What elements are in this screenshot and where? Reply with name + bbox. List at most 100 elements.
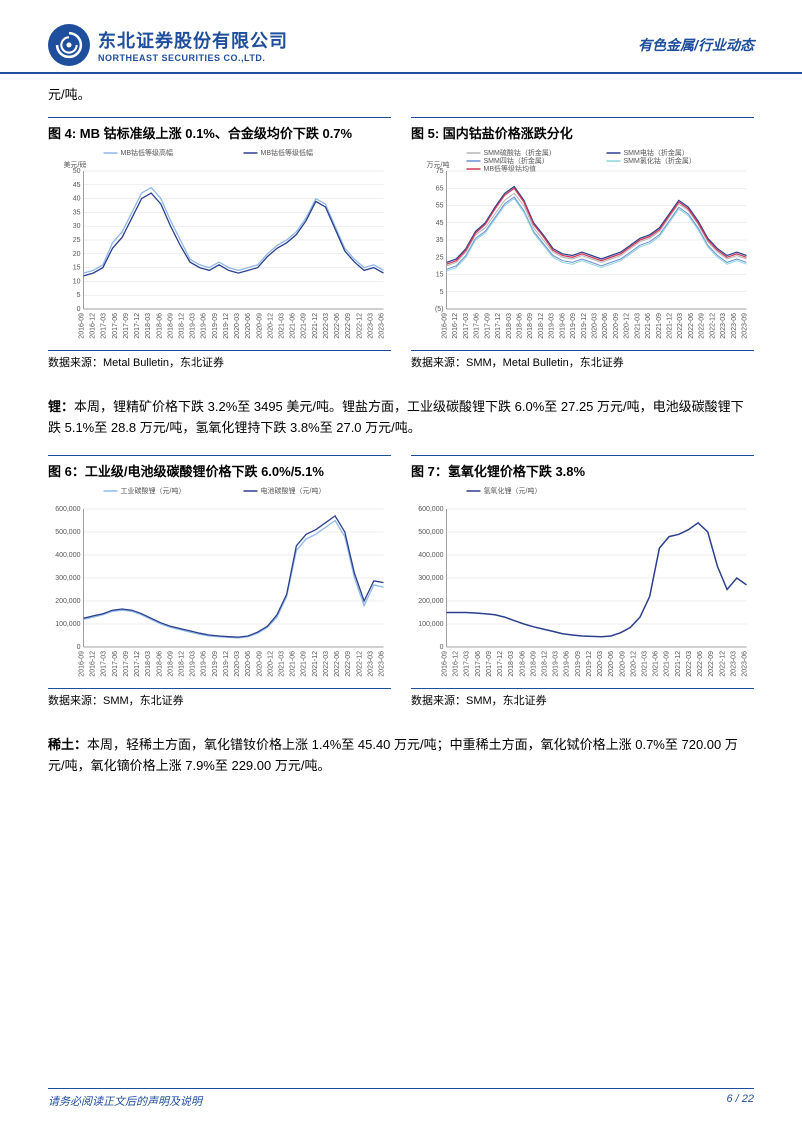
svg-text:0: 0 xyxy=(440,644,444,651)
svg-text:2021-09: 2021-09 xyxy=(656,313,663,339)
chart-row-1: 图 4: MB 钴标准级上涨 0.1%、合金级均价下跌 0.7% MB钴低等级高… xyxy=(48,117,754,386)
svg-text:MB钴低等级高幅: MB钴低等级高幅 xyxy=(121,148,174,157)
svg-text:2018-12: 2018-12 xyxy=(179,313,186,339)
svg-text:2023-06: 2023-06 xyxy=(731,313,738,339)
svg-text:2022-03: 2022-03 xyxy=(323,651,330,677)
svg-text:2019-09: 2019-09 xyxy=(575,651,582,677)
svg-text:2019-09: 2019-09 xyxy=(212,651,219,677)
svg-text:2017-06: 2017-06 xyxy=(112,651,119,677)
rare-earth-paragraph: 稀土：本周，轻稀土方面，氧化镨钕价格上涨 1.4%至 45.40 万元/吨；中重… xyxy=(48,734,754,777)
svg-text:2023-06: 2023-06 xyxy=(742,651,749,677)
company-name-cn: 东北证券股份有限公司 xyxy=(98,27,288,53)
svg-text:2023-03: 2023-03 xyxy=(730,651,737,677)
svg-text:2019-06: 2019-06 xyxy=(559,313,566,339)
svg-text:2021-06: 2021-06 xyxy=(645,313,652,339)
logo-block: 东北证券股份有限公司 NORTHEAST SECURITIES CO.,LTD. xyxy=(48,24,288,66)
svg-text:45: 45 xyxy=(436,220,444,227)
svg-text:SMM硫酸钴（折金属）: SMM硫酸钴（折金属） xyxy=(484,148,556,157)
svg-text:2018-09: 2018-09 xyxy=(167,651,174,677)
svg-text:2016-12: 2016-12 xyxy=(453,651,460,677)
logo-text: 东北证券股份有限公司 NORTHEAST SECURITIES CO.,LTD. xyxy=(98,27,288,63)
svg-text:2016-09: 2016-09 xyxy=(442,313,449,339)
svg-text:300,000: 300,000 xyxy=(418,575,443,582)
svg-text:2018-03: 2018-03 xyxy=(145,651,152,677)
svg-text:2017-03: 2017-03 xyxy=(464,651,471,677)
svg-text:35: 35 xyxy=(73,209,81,216)
svg-text:2017-09: 2017-09 xyxy=(123,651,130,677)
svg-text:40: 40 xyxy=(73,196,81,203)
svg-text:2018-06: 2018-06 xyxy=(156,651,163,677)
svg-text:2023-09: 2023-09 xyxy=(742,313,749,339)
svg-text:2017-06: 2017-06 xyxy=(112,313,119,339)
svg-text:(5): (5) xyxy=(435,306,444,313)
svg-text:MB钴低等级低幅: MB钴低等级低幅 xyxy=(261,148,314,157)
svg-text:2019-03: 2019-03 xyxy=(190,651,197,677)
svg-text:2020-12: 2020-12 xyxy=(267,651,274,677)
svg-text:2020-09: 2020-09 xyxy=(619,651,626,677)
svg-text:2017-12: 2017-12 xyxy=(497,651,504,677)
page-footer: 请务必阅读正文后的声明及说明 6 / 22 xyxy=(48,1088,754,1109)
fig7-chart: 氢氧化锂（元/吨）0100,000200,000300,000400,00050… xyxy=(411,485,754,685)
svg-text:2017-09: 2017-09 xyxy=(484,313,491,339)
svg-text:SMM四钴（折金属）: SMM四钴（折金属） xyxy=(484,156,549,165)
svg-text:2021-06: 2021-06 xyxy=(290,313,297,339)
svg-text:2020-03: 2020-03 xyxy=(597,651,604,677)
main-content: 元/吨。 图 4: MB 钴标准级上涨 0.1%、合金级均价下跌 0.7% MB… xyxy=(0,74,802,777)
svg-text:2020-03: 2020-03 xyxy=(234,651,241,677)
svg-text:2017-12: 2017-12 xyxy=(134,651,141,677)
svg-text:35: 35 xyxy=(436,237,444,244)
svg-text:2020-03: 2020-03 xyxy=(234,313,241,339)
svg-text:75: 75 xyxy=(436,168,444,175)
svg-text:2020-06: 2020-06 xyxy=(245,313,252,339)
fig5-chart: SMM硫酸钴（折金属）SMM电钴（折金属）SMM四钴（折金属）SMM氯化钴（折金… xyxy=(411,147,754,347)
svg-text:2016-12: 2016-12 xyxy=(90,651,97,677)
svg-text:2022-03: 2022-03 xyxy=(323,313,330,339)
svg-text:2022-09: 2022-09 xyxy=(345,313,352,339)
svg-text:55: 55 xyxy=(436,203,444,210)
svg-text:2020-12: 2020-12 xyxy=(267,313,274,339)
svg-text:2016-12: 2016-12 xyxy=(452,313,459,339)
svg-text:2022-09: 2022-09 xyxy=(345,651,352,677)
svg-text:2018-06: 2018-06 xyxy=(517,313,524,339)
svg-text:2023-03: 2023-03 xyxy=(720,313,727,339)
svg-text:2020-06: 2020-06 xyxy=(245,651,252,677)
svg-text:2022-03: 2022-03 xyxy=(686,651,693,677)
svg-text:2016-12: 2016-12 xyxy=(90,313,97,339)
svg-text:2018-09: 2018-09 xyxy=(167,313,174,339)
svg-text:工业碳酸锂（元/吨）: 工业碳酸锂（元/吨） xyxy=(121,486,186,495)
fig7-title: 图 7：氢氧化锂价格下跌 3.8% xyxy=(411,455,754,485)
footer-disclaimer: 请务必阅读正文后的声明及说明 xyxy=(48,1093,202,1109)
fig6-col: 图 6：工业级/电池级碳酸锂价格下跌 6.0%/5.1% 工业碳酸锂（元/吨）电… xyxy=(48,455,391,724)
svg-text:2022-09: 2022-09 xyxy=(699,313,706,339)
svg-text:2018-06: 2018-06 xyxy=(519,651,526,677)
svg-text:2021-09: 2021-09 xyxy=(301,651,308,677)
svg-text:2022-06: 2022-06 xyxy=(334,651,341,677)
svg-text:2019-06: 2019-06 xyxy=(201,313,208,339)
svg-text:2019-12: 2019-12 xyxy=(223,651,230,677)
svg-text:氢氧化锂（元/吨）: 氢氧化锂（元/吨） xyxy=(484,486,542,495)
svg-text:2018-09: 2018-09 xyxy=(530,651,537,677)
svg-text:2018-06: 2018-06 xyxy=(156,313,163,339)
svg-text:400,000: 400,000 xyxy=(418,552,443,559)
svg-text:2020-06: 2020-06 xyxy=(608,651,615,677)
svg-text:MB低等级钴均值: MB低等级钴均值 xyxy=(484,164,537,173)
svg-text:2022-03: 2022-03 xyxy=(677,313,684,339)
fig7-col: 图 7：氢氧化锂价格下跌 3.8% 氢氧化锂（元/吨）0100,000200,0… xyxy=(411,455,754,724)
fig6-chart: 工业碳酸锂（元/吨）电池碳酸锂（元/吨）0100,000200,000300,0… xyxy=(48,485,391,685)
svg-text:500,000: 500,000 xyxy=(55,529,80,536)
fig5-col: 图 5: 国内钴盐价格涨跌分化 SMM硫酸钴（折金属） SMM电钴（折金属） SMM… xyxy=(411,117,754,386)
svg-text:25: 25 xyxy=(73,237,81,244)
svg-text:600,000: 600,000 xyxy=(418,506,443,513)
svg-text:2017-03: 2017-03 xyxy=(101,651,108,677)
company-logo-icon xyxy=(48,24,90,66)
chart-row-2: 图 6：工业级/电池级碳酸锂价格下跌 6.0%/5.1% 工业碳酸锂（元/吨）电… xyxy=(48,455,754,724)
svg-text:2019-03: 2019-03 xyxy=(553,651,560,677)
fig4-col: 图 4: MB 钴标准级上涨 0.1%、合金级均价下跌 0.7% MB钴低等级高… xyxy=(48,117,391,386)
svg-text:2019-03: 2019-03 xyxy=(549,313,556,339)
svg-text:SMM电钴（折金属）: SMM电钴（折金属） xyxy=(624,148,689,157)
svg-text:2019-09: 2019-09 xyxy=(570,313,577,339)
svg-text:2018-09: 2018-09 xyxy=(527,313,534,339)
fig5-title: 图 5: 国内钴盐价格涨跌分化 xyxy=(411,117,754,147)
svg-text:2016-09: 2016-09 xyxy=(79,651,86,677)
svg-text:2022-06: 2022-06 xyxy=(688,313,695,339)
